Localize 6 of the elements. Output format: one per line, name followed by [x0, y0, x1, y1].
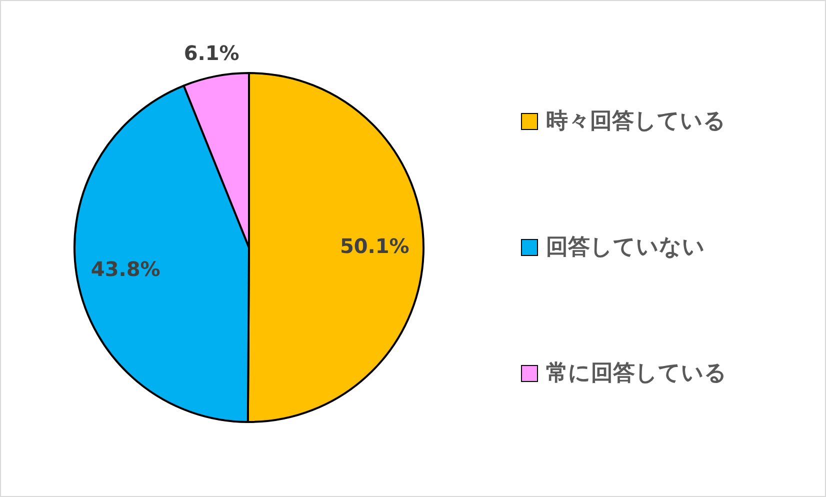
data-label: 6.1%: [184, 40, 240, 65]
data-label: 50.1%: [340, 234, 410, 258]
legend-label: 回答していない: [546, 234, 705, 262]
legend-label: 時々回答している: [546, 108, 726, 136]
legend-label: 常に回答している: [546, 360, 727, 388]
data-label: 43.8%: [90, 257, 160, 282]
